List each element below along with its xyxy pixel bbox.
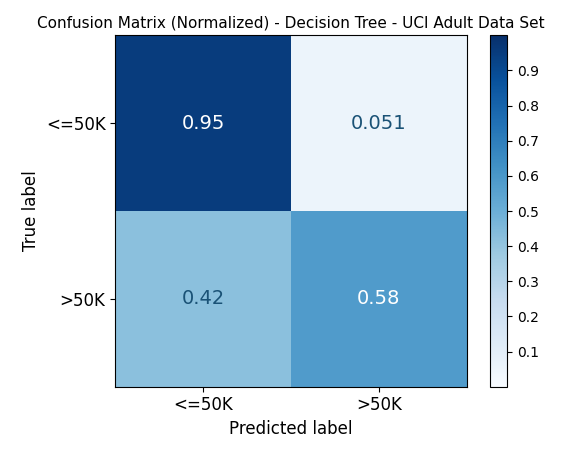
Title: Confusion Matrix (Normalized) - Decision Tree - UCI Adult Data Set: Confusion Matrix (Normalized) - Decision… [37,15,545,30]
Text: 0.42: 0.42 [182,289,225,308]
Text: 0.051: 0.051 [351,114,407,133]
Text: 0.58: 0.58 [357,289,401,308]
X-axis label: Predicted label: Predicted label [229,420,353,438]
Y-axis label: True label: True label [22,171,40,251]
Text: 0.95: 0.95 [182,114,225,133]
